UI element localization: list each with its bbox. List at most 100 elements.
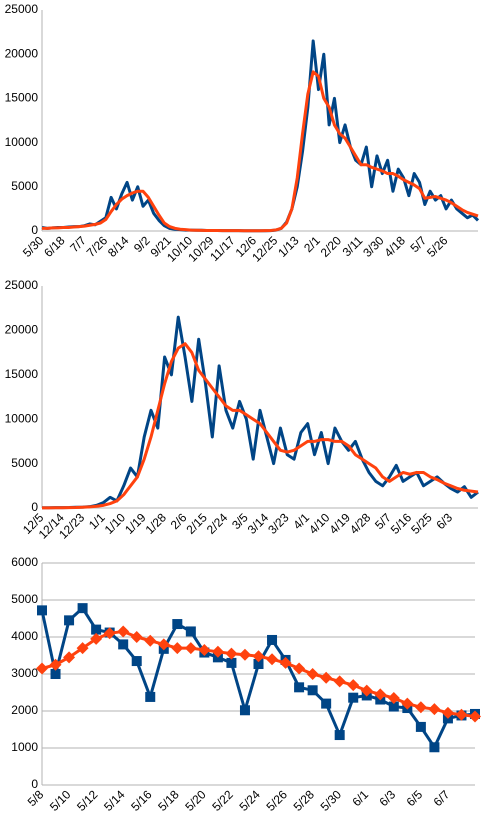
x-tick-label: 6/3: [376, 787, 398, 809]
y-tick-label: 5000: [11, 179, 38, 193]
x-tick-label: 6/1: [349, 787, 371, 809]
y-tick-label: 6000: [11, 555, 38, 569]
marker: [455, 708, 468, 721]
marker: [184, 642, 197, 655]
marker: [225, 647, 238, 660]
marker: [266, 653, 279, 666]
marker: [50, 669, 61, 679]
marker: [348, 692, 359, 703]
marker: [76, 642, 89, 655]
marker: [130, 631, 143, 643]
marker: [172, 619, 183, 630]
x-tick-label: 2/24: [204, 510, 231, 537]
y-tick-label: 10000: [5, 411, 39, 425]
y-tick-label: 20000: [5, 323, 39, 337]
x-tick-label: 5/8: [25, 787, 47, 809]
x-tick-label: 5/26: [424, 233, 451, 260]
series-line: [42, 342, 479, 510]
y-tick-label: 25000: [5, 2, 39, 16]
y-tick-label: 5000: [11, 456, 38, 470]
y-tick-label: 20000: [5, 46, 39, 60]
marker: [239, 705, 250, 716]
marker: [374, 688, 387, 701]
marker: [320, 671, 333, 684]
marker: [333, 675, 346, 688]
y-tick-label: 5000: [11, 592, 38, 606]
marker: [144, 634, 157, 647]
marker: [37, 605, 47, 616]
marker: [441, 706, 454, 719]
x-tick-label: 5/25: [408, 510, 435, 537]
x-tick-label: 5/30: [20, 233, 47, 260]
series-line: [42, 70, 479, 233]
x-tick-label: 4/28: [347, 510, 374, 537]
marker: [36, 662, 48, 675]
y-tick-label: 1000: [11, 740, 38, 754]
marker: [414, 701, 427, 714]
marker: [429, 742, 440, 753]
marker: [387, 692, 400, 705]
marker: [469, 710, 481, 723]
marker: [415, 721, 426, 732]
marker: [117, 625, 130, 638]
x-tick-label: 6/18: [41, 233, 68, 260]
marker: [91, 624, 102, 635]
series-line: [42, 315, 479, 510]
y-tick-label: 4000: [11, 629, 38, 643]
marker: [171, 642, 184, 655]
x-tick-label: 3/11: [340, 233, 366, 259]
marker: [334, 730, 345, 741]
y-tick-label: 2000: [11, 703, 38, 717]
x-tick-label: 7/26: [84, 233, 111, 260]
marker: [145, 691, 156, 702]
marker: [226, 657, 237, 668]
x-tick-label: 6/5: [404, 787, 426, 809]
marker: [307, 685, 318, 696]
marker: [294, 682, 305, 693]
series-line: [41, 39, 480, 233]
y-tick-label: 0: [31, 777, 38, 791]
x-tick-label: 8/14: [105, 233, 132, 260]
marker: [347, 679, 360, 692]
x-tick-label: 5/16: [128, 787, 155, 814]
y-tick-label: 0: [31, 500, 38, 514]
x-tick-label: 5/20: [182, 787, 209, 814]
x-tick-label: 5/24: [236, 787, 263, 814]
marker: [388, 701, 399, 712]
x-tick-label: 6/7: [431, 787, 453, 809]
marker: [360, 684, 373, 697]
marker: [198, 643, 211, 656]
x-tick-label: 3/30: [360, 233, 387, 260]
y-tick-label: 10000: [5, 135, 39, 149]
x-tick-label: 1/28: [143, 510, 170, 537]
marker: [157, 638, 170, 651]
x-tick-label: 5/14: [101, 787, 128, 814]
x-tick-label: 5/26: [264, 787, 291, 814]
x-tick-label: 4/18: [382, 233, 409, 260]
marker: [401, 697, 414, 710]
y-tick-label: 0: [31, 223, 38, 237]
marker: [238, 648, 251, 661]
marker: [293, 662, 306, 675]
y-tick-label: 3000: [11, 666, 38, 680]
marker: [90, 632, 103, 645]
marker: [131, 656, 142, 667]
marker: [118, 639, 129, 650]
marker: [211, 645, 224, 658]
x-tick-label: 5/10: [47, 787, 74, 814]
x-tick-label: 6/3: [433, 510, 455, 532]
x-tick-label: 5/30: [318, 787, 345, 814]
x-tick-label: 5/18: [155, 787, 182, 814]
marker: [428, 703, 441, 716]
marker: [252, 650, 265, 663]
marker: [279, 656, 292, 669]
marker: [185, 626, 196, 637]
x-tick-label: 2/20: [318, 233, 345, 260]
y-tick-label: 15000: [5, 91, 39, 105]
x-tick-label: 5/28: [291, 787, 318, 814]
x-tick-label: 1/13: [275, 233, 302, 260]
marker: [63, 651, 76, 664]
marker: [49, 658, 62, 671]
y-tick-label: 25000: [5, 278, 39, 292]
